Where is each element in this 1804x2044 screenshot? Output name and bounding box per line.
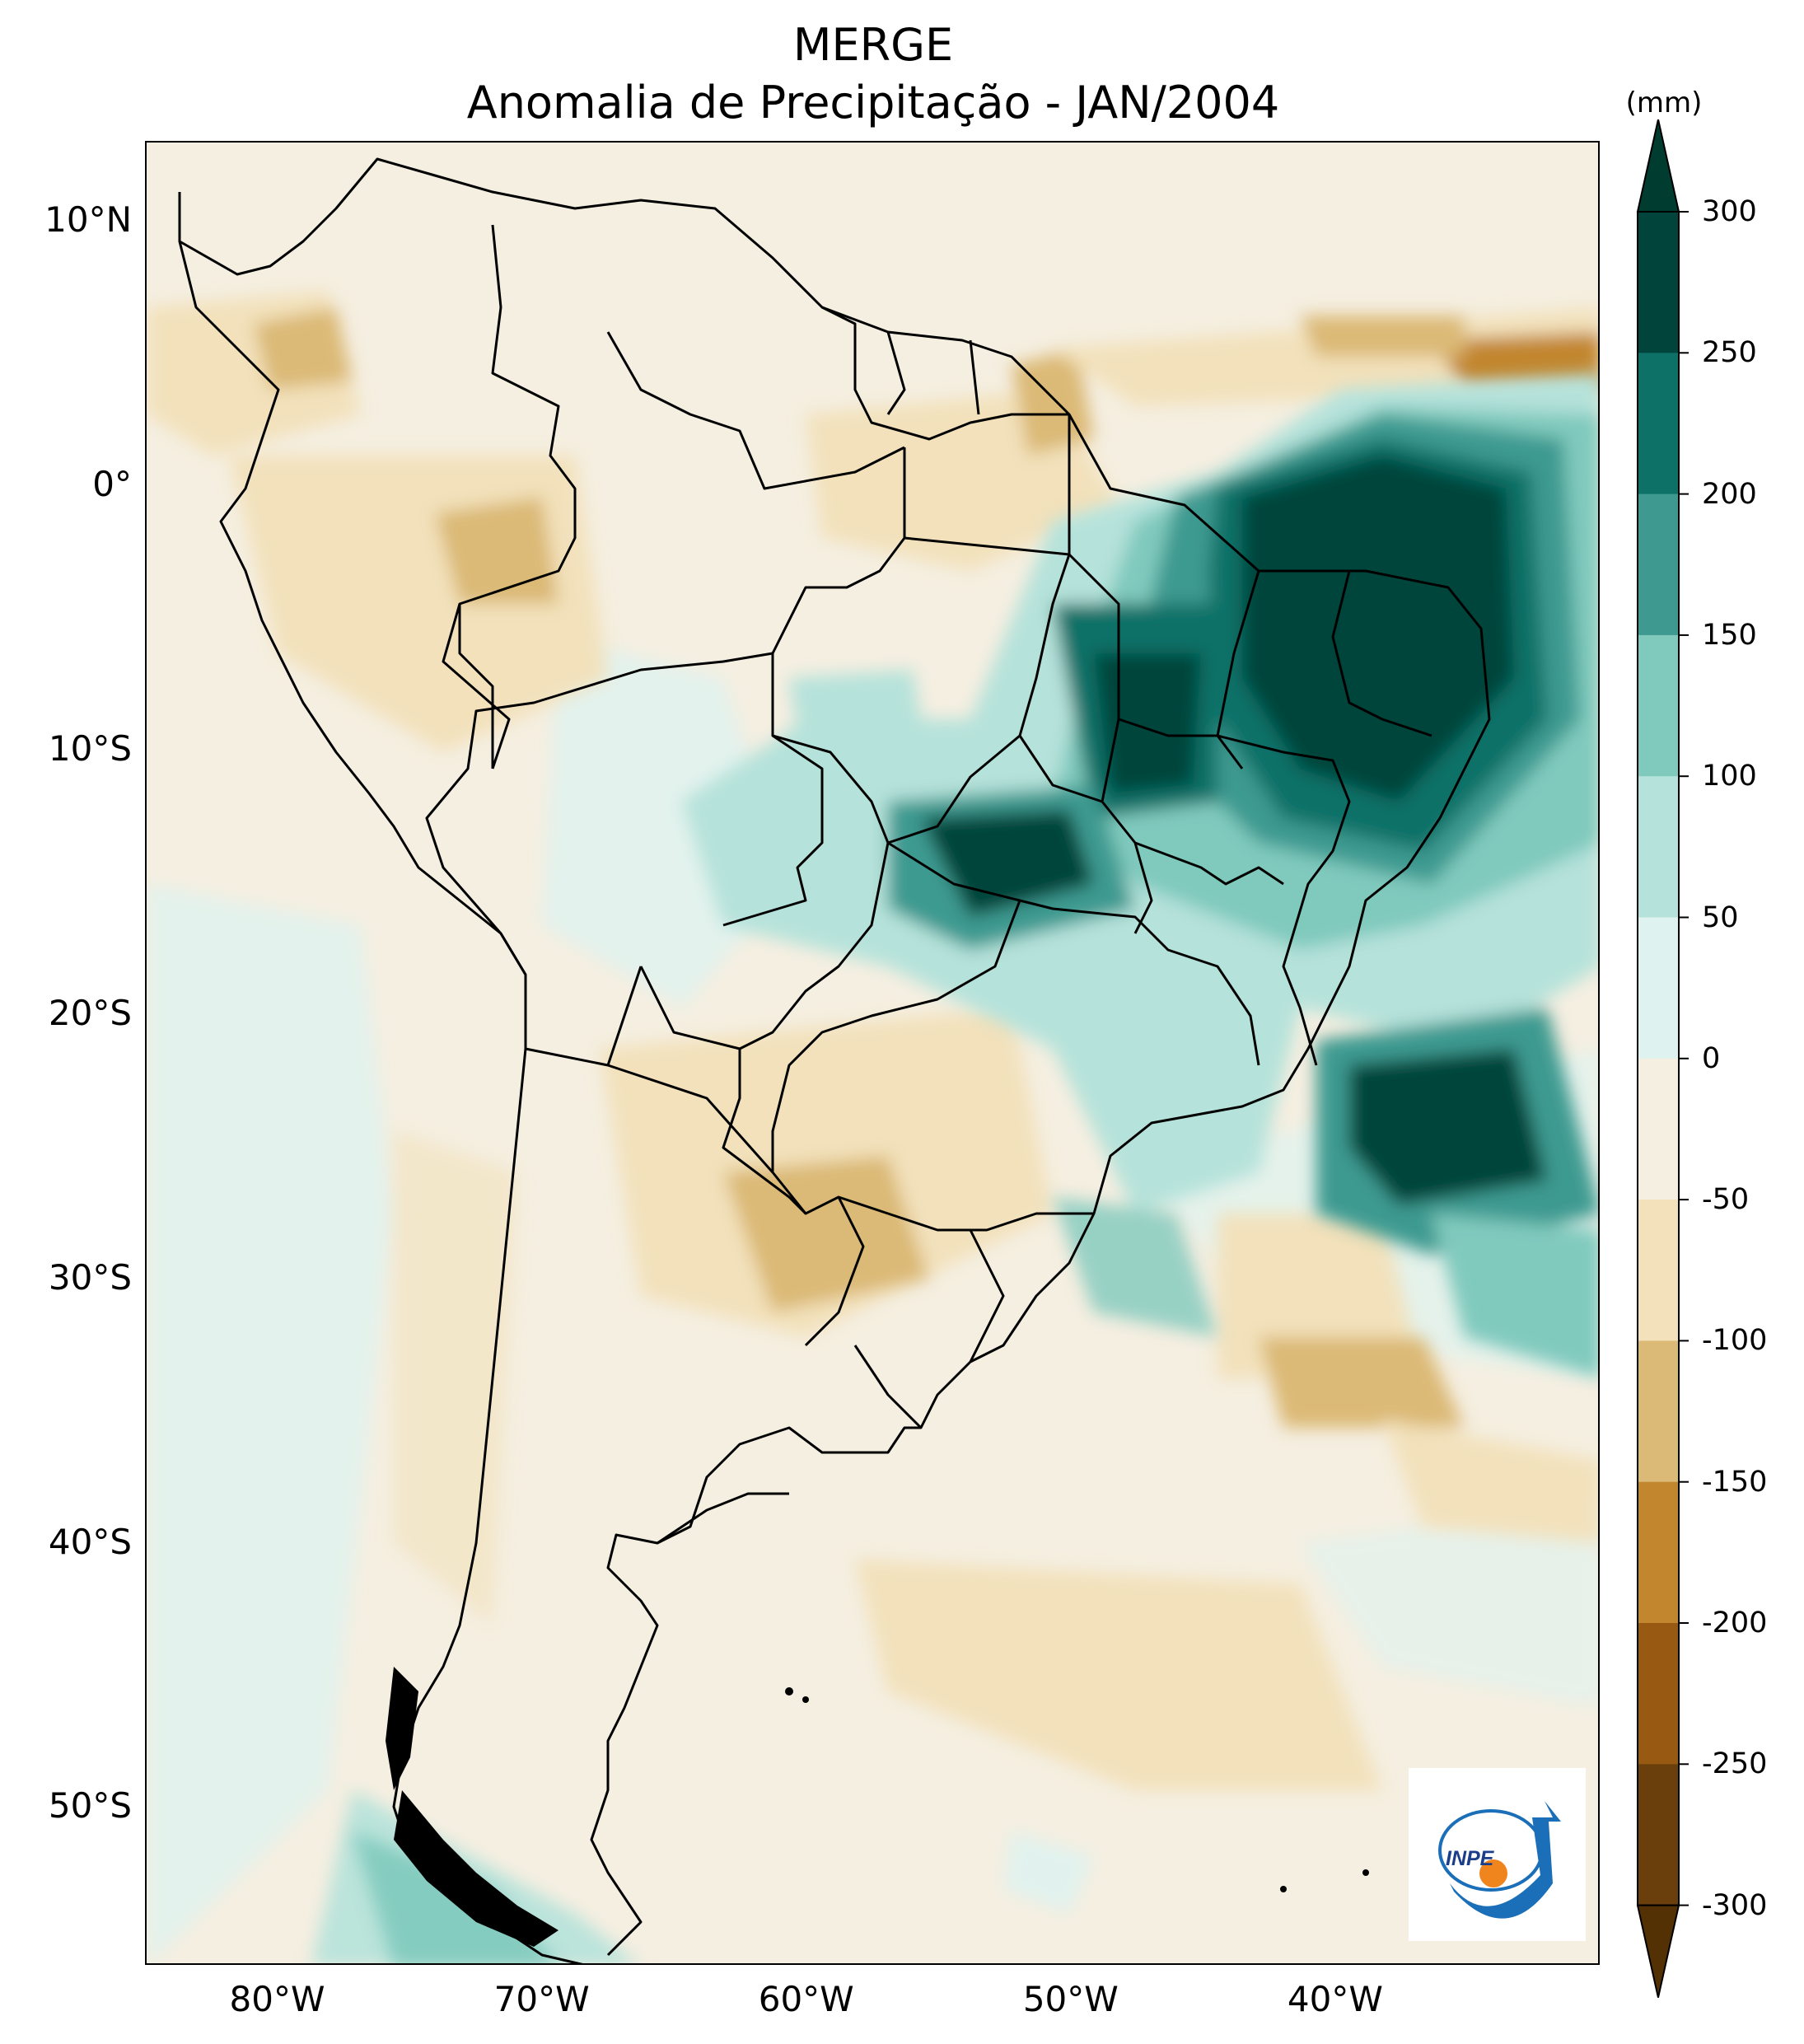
lat-tick-label: 50°S: [48, 1785, 132, 1827]
colorbar-segment: [1638, 776, 1679, 918]
colorbar-segment: [1638, 1340, 1679, 1483]
map-panel[interactable]: [145, 141, 1600, 1965]
colorbar-segment: [1638, 634, 1679, 777]
colorbar-tick-label: 0: [1702, 1041, 1721, 1075]
colorbar-segment: [1638, 917, 1679, 1059]
lon-tick-label: 80°W: [229, 1979, 325, 2019]
colorbar-extend-bottom: [1636, 1904, 1680, 1998]
colorbar: [1636, 119, 1689, 1998]
lon-tick-label: 50°W: [1022, 1979, 1119, 2019]
lat-tick-label: 0°: [92, 464, 132, 505]
field-positive: [353, 373, 1598, 1963]
colorbar-segment: [1638, 353, 1679, 495]
colorbar-segment: [1638, 1623, 1679, 1765]
colorbar-tick-label: 150: [1702, 618, 1757, 652]
colorbar-tick-label: -300: [1702, 1888, 1768, 1922]
colorbar-unit: (mm): [1625, 87, 1703, 119]
lat-tick-label: 10°S: [48, 728, 132, 769]
islands: [386, 1667, 1369, 1947]
lat-tick-label: 30°S: [48, 1256, 132, 1298]
lon-tick-label: 60°W: [758, 1979, 854, 2019]
colorbar-tick-label: 100: [1702, 760, 1757, 793]
lat-tick-label: 40°S: [48, 1521, 132, 1562]
colorbar-segment: [1638, 493, 1679, 636]
colorbar-tick-label: 300: [1702, 195, 1757, 228]
colorbar-tick-label: 50: [1702, 900, 1739, 934]
coastline-and-borders: [178, 157, 1491, 1963]
colorbar-tick-label: -250: [1702, 1747, 1768, 1781]
colorbar-tick-label: -100: [1702, 1324, 1768, 1358]
colorbar-extend-top: [1636, 119, 1680, 213]
colorbar-tick-label: -150: [1702, 1465, 1768, 1499]
inpe-logo: INPE: [1409, 1768, 1586, 1941]
lat-tick-label: 10°N: [44, 199, 132, 241]
logo-dot: [1479, 1859, 1507, 1887]
anomaly-map: [147, 143, 1598, 1963]
chart-title: MERGE: [792, 19, 954, 71]
colorbar-segment: [1638, 1200, 1679, 1341]
logo-text: INPE: [1446, 1847, 1495, 1870]
lon-tick-label: 40°W: [1287, 1979, 1383, 2019]
colorbar-segment: [1638, 1764, 1679, 1906]
colorbar-tick-label: 250: [1702, 336, 1757, 370]
field-negative: [147, 291, 1598, 1790]
colorbar-tick-label: 200: [1702, 477, 1757, 511]
lat-tick-label: 20°S: [48, 992, 132, 1033]
lon-tick-label: 70°W: [493, 1979, 590, 2019]
colorbar-segment: [1638, 1058, 1679, 1200]
colorbar-tick-label: -200: [1702, 1607, 1768, 1639]
colorbar-segment: [1638, 212, 1679, 353]
logo-arrow: [1450, 1801, 1561, 1919]
chart-subtitle: Anomalia de Precipitação - JAN/2004: [466, 77, 1280, 129]
colorbar-tick-label: -50: [1702, 1183, 1750, 1217]
colorbar-segment: [1638, 1481, 1679, 1624]
